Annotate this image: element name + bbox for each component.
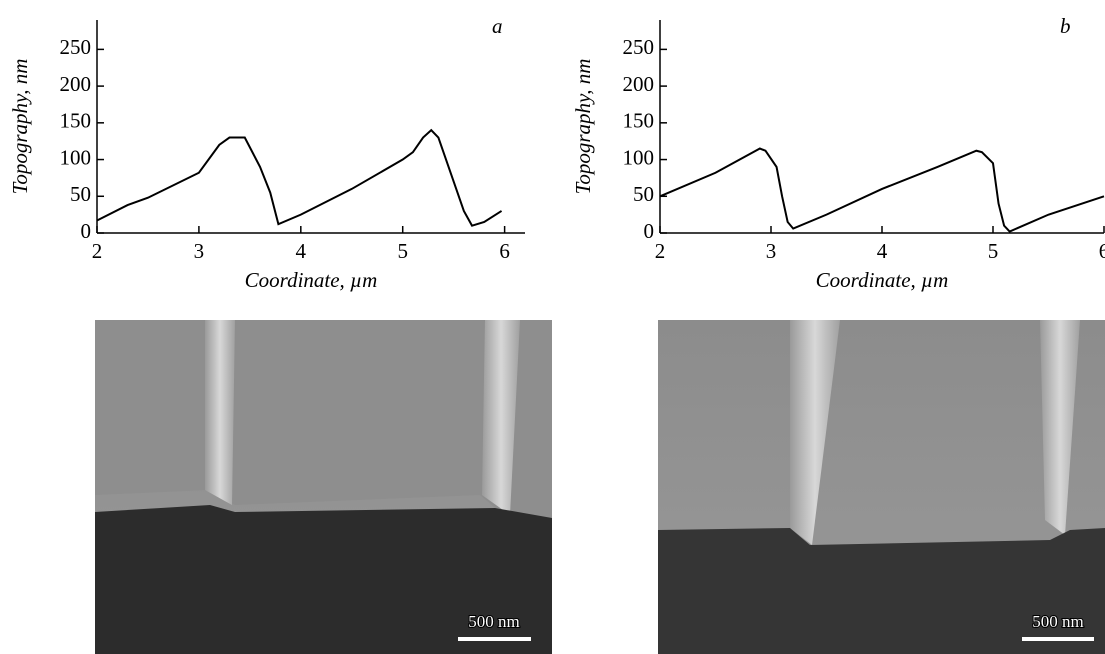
- scale-bar-label: 500 nm: [1032, 612, 1083, 631]
- x-tick-label: 4: [877, 239, 888, 263]
- sem-image-a: 500 nm: [95, 320, 552, 654]
- y-tick-label: 100: [623, 145, 655, 169]
- x-tick-label: 3: [766, 239, 777, 263]
- y-tick-label: 150: [623, 109, 655, 133]
- data-line: [659, 147, 1105, 233]
- x-tick-label: 2: [655, 239, 666, 263]
- x-tick-label: 5: [397, 239, 408, 263]
- y-tick-label: 250: [623, 35, 655, 59]
- y-tick-label: 150: [60, 109, 92, 133]
- y-axis-label: Topography, nm: [8, 59, 32, 195]
- y-tick-label: 250: [60, 35, 92, 59]
- x-axis-label: Coordinate, µm: [245, 268, 378, 292]
- y-tick-label: 50: [70, 182, 91, 206]
- data-line: [96, 128, 503, 227]
- y-tick-label: 200: [60, 72, 92, 96]
- scale-bar-label: 500 nm: [468, 612, 519, 631]
- x-tick-label: 5: [988, 239, 999, 263]
- corner-label: b: [1060, 14, 1071, 38]
- x-tick-label: 6: [1099, 239, 1105, 263]
- y-tick-label: 100: [60, 145, 92, 169]
- x-tick-label: 6: [499, 239, 510, 263]
- y-tick-label: 0: [81, 219, 92, 243]
- y-tick-label: 200: [623, 72, 655, 96]
- x-tick-label: 4: [296, 239, 307, 263]
- x-tick-label: 2: [92, 239, 103, 263]
- y-tick-label: 50: [633, 182, 654, 206]
- sem-image-b: 500 nm: [658, 320, 1105, 654]
- corner-label: a: [492, 14, 503, 38]
- y-axis-label: Topography, nm: [571, 59, 595, 195]
- x-axis-label: Coordinate, µm: [816, 268, 949, 292]
- x-tick-label: 3: [194, 239, 205, 263]
- y-tick-label: 0: [644, 219, 655, 243]
